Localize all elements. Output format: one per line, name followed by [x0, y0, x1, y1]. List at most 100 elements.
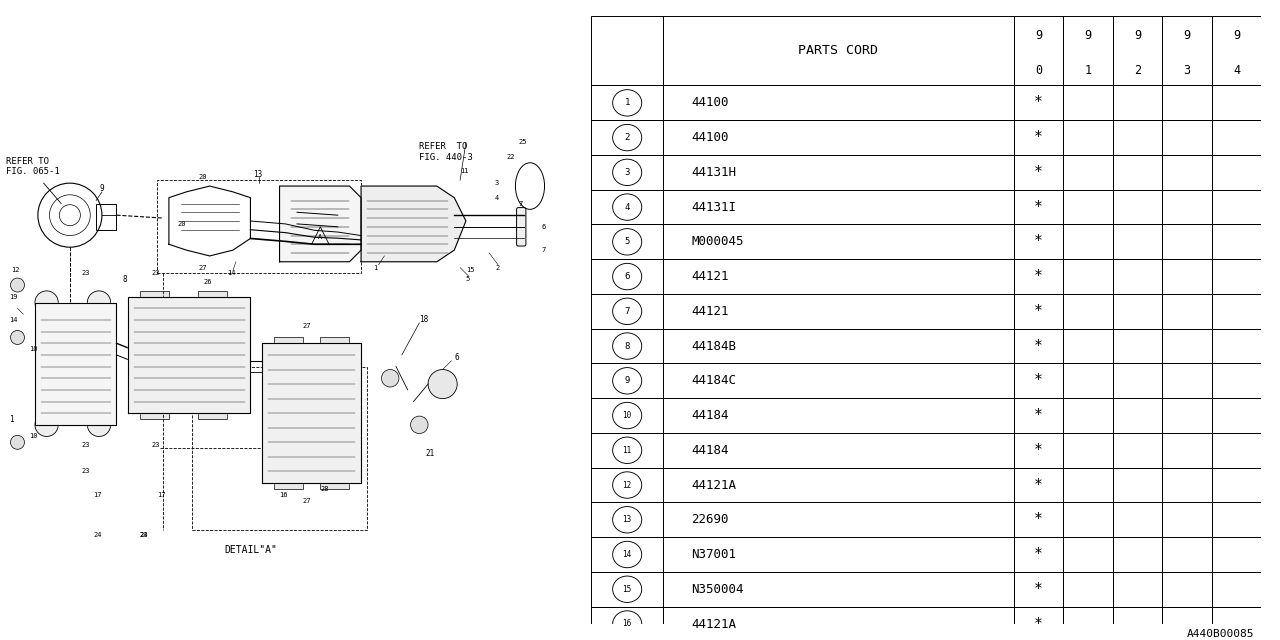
Text: 5: 5 [466, 276, 470, 282]
Text: 13: 13 [622, 515, 632, 524]
Bar [1212, 16, 1262, 86]
Bar [1112, 607, 1162, 640]
Bar [591, 294, 663, 329]
Text: 9: 9 [99, 184, 104, 193]
Text: 1: 1 [1084, 64, 1092, 77]
Text: 27: 27 [198, 264, 206, 271]
Bar [591, 16, 663, 86]
Bar [1212, 189, 1262, 225]
Text: 12: 12 [622, 481, 632, 490]
Bar [1064, 155, 1112, 189]
Bar [591, 259, 663, 294]
Bar [591, 572, 663, 607]
Bar [663, 572, 1014, 607]
Text: 13: 13 [253, 170, 262, 179]
Bar [663, 259, 1014, 294]
Text: *: * [1034, 130, 1043, 145]
Bar [1064, 120, 1112, 155]
Bar [1014, 537, 1064, 572]
Bar [1112, 225, 1162, 259]
Bar [1112, 329, 1162, 364]
Bar [1064, 329, 1112, 364]
Polygon shape [262, 343, 361, 483]
Text: 1: 1 [372, 264, 378, 271]
Bar [1212, 537, 1262, 572]
Bar [1162, 189, 1212, 225]
Text: 44121A: 44121A [691, 479, 736, 492]
Bar [1212, 607, 1262, 640]
Bar [274, 477, 303, 489]
Bar [1014, 189, 1064, 225]
Text: A: A [319, 234, 323, 240]
Bar [1212, 364, 1262, 398]
Bar [1112, 189, 1162, 225]
Bar [1212, 502, 1262, 537]
Text: 25: 25 [518, 140, 527, 145]
Text: 10: 10 [29, 433, 37, 440]
Bar [663, 120, 1014, 155]
Bar [591, 189, 663, 225]
Bar [1162, 537, 1212, 572]
Text: 44184: 44184 [691, 409, 728, 422]
Bar [1112, 537, 1162, 572]
Text: 2: 2 [625, 133, 630, 142]
Text: 15: 15 [622, 585, 632, 594]
Bar [1212, 120, 1262, 155]
Bar [1064, 398, 1112, 433]
Bar [663, 364, 1014, 398]
Text: 16: 16 [622, 620, 632, 628]
Text: 44131H: 44131H [691, 166, 736, 179]
Text: 15: 15 [466, 268, 475, 273]
Bar [1014, 86, 1064, 120]
Text: 0: 0 [1036, 64, 1042, 77]
Bar [1162, 398, 1212, 433]
Bar [1014, 398, 1064, 433]
Bar [663, 537, 1014, 572]
Text: 44121: 44121 [691, 270, 728, 283]
Bar [1212, 86, 1262, 120]
Bar [1162, 294, 1212, 329]
Bar [1162, 225, 1212, 259]
Bar [320, 337, 349, 349]
Bar [1112, 433, 1162, 468]
Polygon shape [128, 297, 251, 413]
Bar [140, 291, 169, 303]
Text: 44131I: 44131I [691, 200, 736, 214]
Text: 22690: 22690 [691, 513, 728, 526]
Bar [591, 607, 663, 640]
Bar [1064, 468, 1112, 502]
Bar [1014, 364, 1064, 398]
Text: 23: 23 [151, 271, 160, 276]
Bar [1112, 468, 1162, 502]
Text: 16: 16 [279, 492, 288, 498]
Text: *: * [1034, 512, 1043, 527]
Text: 44121A: 44121A [691, 618, 736, 630]
Bar [1162, 259, 1212, 294]
Bar [192, 367, 367, 530]
Text: 2: 2 [495, 264, 499, 271]
Bar [663, 155, 1014, 189]
Text: 44100: 44100 [691, 131, 728, 144]
Text: 18: 18 [420, 316, 429, 324]
Bar [1212, 294, 1262, 329]
Text: 24: 24 [140, 532, 148, 538]
Bar [663, 502, 1014, 537]
Bar [1064, 537, 1112, 572]
Polygon shape [35, 303, 116, 425]
Text: 23: 23 [82, 468, 90, 474]
Text: 6: 6 [454, 353, 460, 362]
Text: 9: 9 [1184, 29, 1190, 42]
Text: 28: 28 [320, 486, 329, 492]
Bar [1014, 502, 1064, 537]
Bar [1064, 364, 1112, 398]
Text: 1: 1 [625, 99, 630, 108]
Bar [591, 502, 663, 537]
Bar [198, 291, 227, 303]
Text: *: * [1034, 95, 1043, 110]
Bar [591, 86, 663, 120]
Text: 9: 9 [1134, 29, 1142, 42]
Bar [591, 329, 663, 364]
Bar [663, 86, 1014, 120]
Text: 9: 9 [625, 376, 630, 385]
Text: 23: 23 [82, 271, 90, 276]
